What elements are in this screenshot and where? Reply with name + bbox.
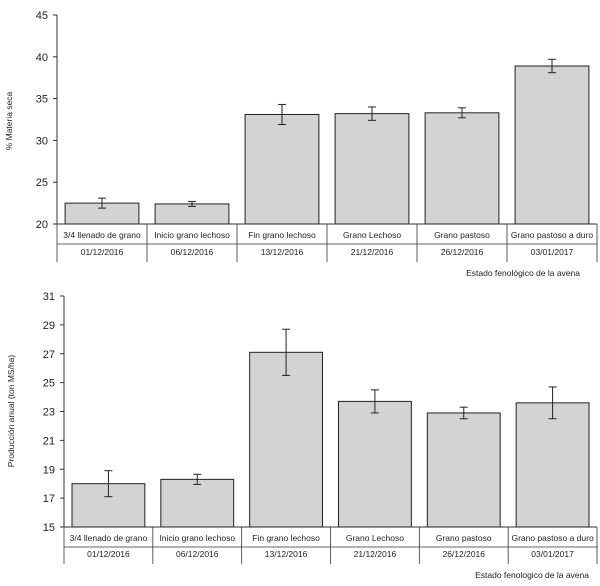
bar-4 xyxy=(337,400,412,528)
date-label-3: 13/12/2016 xyxy=(265,549,308,559)
y-tick-label: 45 xyxy=(36,10,48,22)
category-label-6: Grano pastoso a duro xyxy=(511,230,593,240)
y-tick-label: 25 xyxy=(36,177,48,189)
y-tick-label: 21 xyxy=(43,435,55,447)
y-tick-label: 25 xyxy=(43,378,55,390)
category-label-5: Grano pastoso xyxy=(434,230,490,240)
date-label-5: 26/12/2016 xyxy=(442,549,485,559)
y-tick-label: 31 xyxy=(43,291,55,303)
y-tick-label: 17 xyxy=(43,493,55,505)
bar-6 xyxy=(515,402,590,528)
chart-produccion-anual: Producción anual (ton MS/ha) Estado feno… xyxy=(6,291,598,580)
y-tick-label: 40 xyxy=(36,52,48,64)
y-tick-label: 30 xyxy=(36,135,48,147)
category-label-3: Fin grano lechoso xyxy=(252,533,320,543)
bar-6 xyxy=(514,65,590,225)
y-tick-label: 29 xyxy=(43,320,55,332)
category-label-4: Grano Lechoso xyxy=(343,230,401,240)
bar-3 xyxy=(244,113,320,225)
bar-5 xyxy=(424,112,500,225)
y-axis-label: Producción anual (ton MS/ha) xyxy=(6,355,16,468)
y-tick-label: 20 xyxy=(36,219,48,231)
date-label-4: 21/12/2016 xyxy=(354,549,397,559)
date-label-6: 03/01/2017 xyxy=(531,549,574,559)
date-label-1: 01/12/2016 xyxy=(81,247,124,257)
x-axis-label: Estado fenologico de la avena xyxy=(475,570,589,580)
date-label-6: 03/01/2017 xyxy=(531,247,574,257)
y-tick-label: 15 xyxy=(43,522,55,534)
date-label-3: 13/12/2016 xyxy=(261,247,304,257)
y-tick-label: 27 xyxy=(43,349,55,361)
category-label-5: Grano pastoso xyxy=(436,533,492,543)
x-axis-label: Estado fenológico de la avena xyxy=(466,268,580,278)
category-label-1: 3/4 llenado de grano xyxy=(63,230,141,240)
category-label-6: Grano pastoso a duro xyxy=(511,533,593,543)
date-label-5: 26/12/2016 xyxy=(441,247,484,257)
y-axis-label: % Materia seca xyxy=(4,91,14,150)
y-tick-label: 19 xyxy=(43,464,55,476)
bar-5 xyxy=(426,412,501,528)
bar-2 xyxy=(160,478,235,528)
category-label-4: Grano Lechoso xyxy=(346,533,404,543)
chart-materia-seca: % Materia seca Estado fenológico de la a… xyxy=(4,10,598,278)
date-label-4: 21/12/2016 xyxy=(351,247,394,257)
date-label-2: 06/12/2016 xyxy=(171,247,214,257)
category-label-1: 3/4 llenado de grano xyxy=(70,533,148,543)
bar-4 xyxy=(334,113,410,225)
y-tick-label: 23 xyxy=(43,407,55,419)
y-tick-label: 35 xyxy=(36,94,48,106)
category-label-3: Fin grano lechoso xyxy=(248,230,316,240)
date-label-2: 06/12/2016 xyxy=(176,549,219,559)
category-label-2: Inicio grano lechoso xyxy=(154,230,230,240)
bar-3 xyxy=(249,351,324,528)
date-label-1: 01/12/2016 xyxy=(87,549,130,559)
bar-2 xyxy=(154,203,230,225)
category-label-2: Inicio grano lechoso xyxy=(159,533,235,543)
